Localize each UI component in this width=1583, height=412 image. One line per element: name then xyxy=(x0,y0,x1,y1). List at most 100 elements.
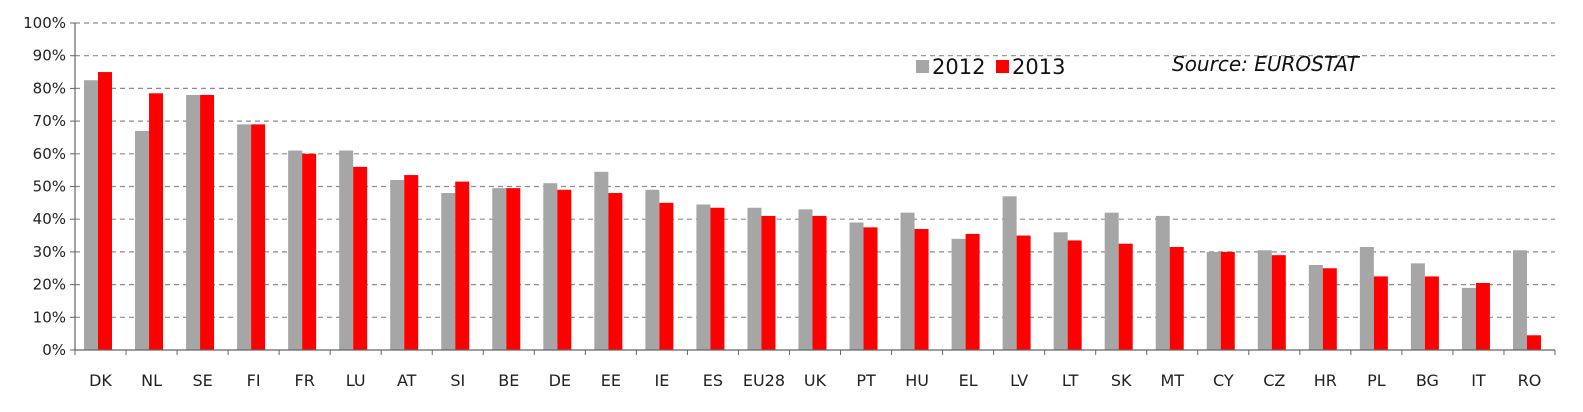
bar-2013-eu28 xyxy=(761,215,776,350)
x-tick-label: SE xyxy=(192,371,212,390)
legend-swatch-2013 xyxy=(996,60,1009,73)
x-tick-label: BG xyxy=(1416,371,1439,390)
source-annotation: Source: EUROSTAT xyxy=(1172,52,1360,76)
x-tick-label: FR xyxy=(294,371,314,390)
y-tick-label: 70% xyxy=(33,112,66,130)
x-tick-label: PL xyxy=(1367,371,1386,390)
x-tick-label: IT xyxy=(1471,371,1486,390)
x-tick-label: LV xyxy=(1010,371,1028,390)
x-tick-label: MT xyxy=(1160,371,1184,390)
bar-2012-hu xyxy=(900,212,915,350)
y-axis-ticks: 0% 10% 20% 30% 40% 50% 60% 70% 80% 90% 100% xyxy=(23,14,75,359)
bar-2013-lu xyxy=(353,166,368,350)
bar-2013-uk xyxy=(812,215,827,350)
bar-2012-si xyxy=(441,193,456,350)
x-tick-label: DK xyxy=(89,371,112,390)
legend-label-2012: 2012 xyxy=(932,55,985,79)
bar-2012-bg xyxy=(1410,263,1425,350)
x-tick-label: PT xyxy=(856,371,876,390)
x-tick-label: RO xyxy=(1518,371,1542,390)
x-tick-label: IE xyxy=(654,371,669,390)
x-tick-label: NL xyxy=(141,371,162,390)
bar-2013-dk xyxy=(98,72,112,351)
x-tick-label: EL xyxy=(959,371,978,390)
bar-2013-es xyxy=(710,207,725,350)
x-tick-label: CZ xyxy=(1263,371,1285,390)
bar-2013-it xyxy=(1475,282,1490,350)
bar-2012-ro xyxy=(1512,250,1527,350)
bar-2012-it xyxy=(1461,287,1476,350)
bar-2013-hu xyxy=(914,229,929,350)
x-tick-label: UK xyxy=(804,371,827,390)
y-tick-label: 10% xyxy=(33,308,66,326)
bar-2012-uk xyxy=(798,209,813,350)
x-tick-label: SI xyxy=(450,371,465,390)
bar-2013-fi xyxy=(251,124,266,351)
x-tick-label: FI xyxy=(247,371,261,390)
bar-2013-ro xyxy=(1526,335,1541,350)
legend: 2012 2013 xyxy=(916,55,1065,79)
bar-2013-de xyxy=(557,189,572,350)
bars xyxy=(84,72,1541,351)
bar-2013-lv xyxy=(1016,235,1031,350)
x-tick-label: ES xyxy=(703,371,723,390)
bar-2012-ie xyxy=(645,189,660,350)
bar-2012-lv xyxy=(1002,196,1017,350)
bar-2012-mt xyxy=(1155,215,1170,350)
bar-2012-be xyxy=(492,188,507,350)
y-tick-label: 50% xyxy=(33,178,66,196)
bar-2012-cz xyxy=(1257,250,1272,350)
bar-2012-fi xyxy=(237,124,252,351)
bar-2013-hr xyxy=(1322,268,1337,350)
bar-2013-lt xyxy=(1067,240,1082,350)
bar-2013-si xyxy=(455,181,470,350)
bar-2013-fr xyxy=(302,153,317,350)
bar-2012-el xyxy=(951,238,966,350)
y-tick-label: 30% xyxy=(33,243,66,261)
x-tick-label: CY xyxy=(1213,371,1234,390)
bar-2012-se xyxy=(186,94,201,350)
bar-2012-fr xyxy=(288,150,303,350)
bar-2012-lt xyxy=(1053,232,1068,350)
bar-2012-sk xyxy=(1104,212,1119,350)
bar-2013-pt xyxy=(863,227,878,350)
x-tick-label: LU xyxy=(346,371,366,390)
y-tick-label: 60% xyxy=(33,145,66,163)
bar-2012-nl xyxy=(135,130,150,350)
bar-2012-hr xyxy=(1308,264,1323,350)
x-tick-label: DE xyxy=(549,371,571,390)
x-tick-label: LT xyxy=(1062,371,1079,390)
bar-2012-pl xyxy=(1359,246,1374,350)
legend-swatch-2012 xyxy=(916,60,929,73)
x-axis-labels: DK NL SE FI FR LU AT SI BE DE EE IE ES EU28 UK PT HU EL LV… xyxy=(89,371,1541,390)
x-tick-label: HU xyxy=(905,371,929,390)
x-tick-label: SK xyxy=(1111,371,1132,390)
y-tick-label: 40% xyxy=(33,210,66,228)
legend-label-2013: 2013 xyxy=(1012,55,1065,79)
bar-2012-de xyxy=(543,183,558,350)
bar-2013-cy xyxy=(1220,251,1235,350)
x-tick-label: EE xyxy=(601,371,621,390)
bar-2012-ee xyxy=(594,171,609,350)
y-tick-label: 100% xyxy=(23,14,66,32)
bar-2013-el xyxy=(965,233,980,350)
bar-2013-mt xyxy=(1169,246,1184,350)
bar-2012-pt xyxy=(849,222,864,350)
bar-2012-es xyxy=(696,204,711,350)
bar-2013-se xyxy=(200,94,215,350)
bar-2013-nl xyxy=(149,93,164,351)
bar-2013-ee xyxy=(608,193,623,350)
bar-2012-dk xyxy=(84,80,98,350)
bar-2012-at xyxy=(390,179,405,350)
y-tick-label: 0% xyxy=(42,341,66,359)
bar-2013-be xyxy=(506,188,521,350)
bar-2013-at xyxy=(404,175,419,350)
bar-2013-ie xyxy=(659,202,674,350)
y-tick-label: 90% xyxy=(33,47,66,65)
axes xyxy=(74,23,1556,355)
bar-2012-cy xyxy=(1206,251,1221,350)
x-tick-label: HR xyxy=(1314,371,1337,390)
x-tick-label: BE xyxy=(498,371,519,390)
bar-2013-cz xyxy=(1271,255,1286,350)
